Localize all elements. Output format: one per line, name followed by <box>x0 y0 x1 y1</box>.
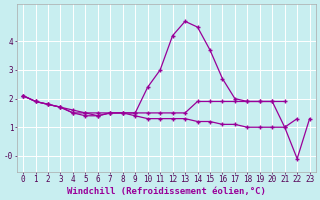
X-axis label: Windchill (Refroidissement éolien,°C): Windchill (Refroidissement éolien,°C) <box>67 187 266 196</box>
